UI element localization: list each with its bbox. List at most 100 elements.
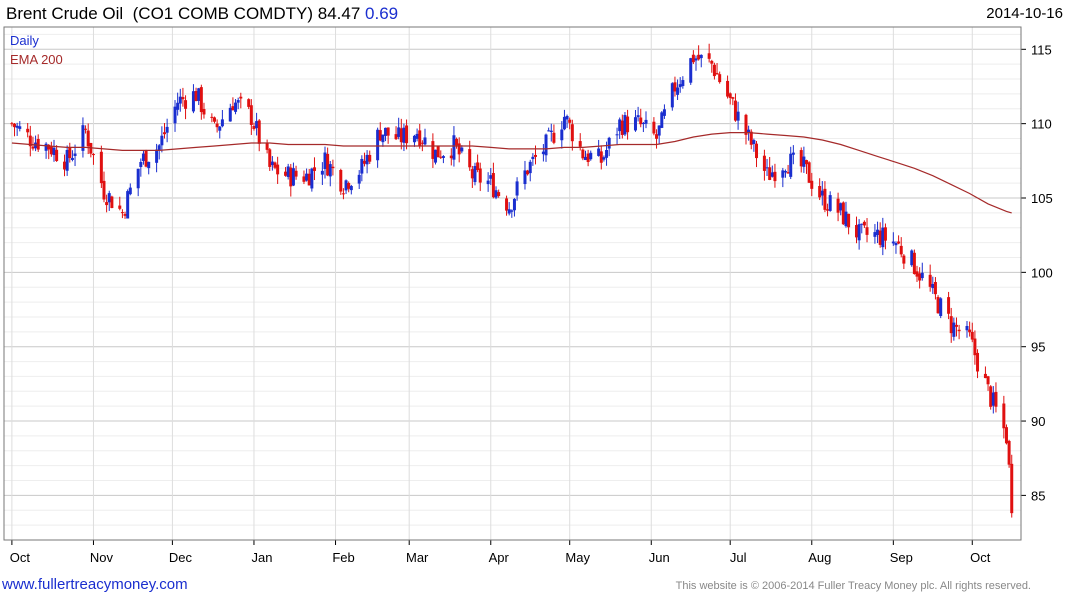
candle-body: [276, 164, 280, 175]
candle-body: [268, 149, 272, 167]
candle-body: [418, 130, 422, 147]
candle-body: [583, 156, 587, 161]
candle-body: [623, 115, 627, 135]
candle-body: [912, 252, 916, 274]
candle-body: [823, 188, 827, 210]
candle-body: [505, 198, 509, 211]
candle-body: [52, 147, 56, 156]
candle-body: [105, 202, 109, 206]
x-tick-label: Jun: [649, 550, 670, 565]
candle-body: [891, 241, 895, 244]
candle-body: [589, 152, 593, 160]
candle-body: [218, 126, 222, 131]
candle-body: [328, 164, 332, 177]
candle-body: [728, 93, 732, 98]
candle-body: [376, 129, 380, 161]
candle-body: [420, 142, 424, 144]
candle-body: [173, 106, 177, 124]
candle-body: [507, 209, 511, 214]
candle-body: [347, 182, 351, 189]
candle-body: [878, 230, 882, 245]
candle-body: [673, 82, 677, 92]
candle-body: [607, 137, 611, 149]
title-change: 0.69: [365, 4, 399, 23]
candle-body: [331, 166, 335, 169]
candle-body: [436, 146, 440, 158]
candle-body: [26, 128, 30, 133]
candle-body: [431, 141, 435, 159]
candle-body: [202, 109, 206, 115]
candle-body: [323, 152, 327, 170]
candle-body: [707, 53, 711, 59]
candle-body: [15, 125, 19, 128]
legend-daily: Daily: [10, 33, 39, 48]
candle-body: [970, 331, 974, 340]
candle-body: [1002, 403, 1006, 429]
candle-body: [991, 392, 995, 406]
candle-body: [710, 60, 714, 64]
candle-body: [252, 126, 256, 129]
candle-body: [120, 212, 124, 214]
candle-body: [70, 157, 74, 160]
candle-body: [836, 198, 840, 213]
candle-body: [386, 127, 390, 136]
candle-body: [873, 232, 877, 237]
y-tick-label: 105: [1031, 191, 1053, 206]
candle-body: [399, 128, 403, 143]
candle-body: [731, 97, 735, 99]
candle-body: [384, 127, 388, 136]
candle-body: [936, 297, 940, 314]
candle-body: [381, 134, 385, 143]
candle-body: [478, 168, 482, 183]
candle-body: [47, 144, 51, 150]
candle-body: [176, 102, 180, 110]
candle-body: [989, 386, 993, 407]
candle-body: [828, 195, 832, 211]
candle-body: [1004, 427, 1008, 444]
legend-ema: EMA 200: [10, 52, 63, 67]
candle-body: [107, 193, 111, 203]
candle-body: [144, 150, 148, 167]
candle-body: [552, 132, 556, 143]
candle-body: [694, 58, 698, 61]
candle-body: [73, 153, 77, 156]
candle-body: [86, 130, 90, 147]
candle-body: [783, 171, 787, 173]
candle-body: [773, 171, 777, 182]
candle-body: [847, 213, 851, 228]
candle-body: [270, 161, 274, 166]
y-tick-label: 110: [1031, 117, 1052, 132]
candle-body: [155, 149, 159, 163]
candle-body: [781, 170, 785, 178]
candle-body: [291, 168, 295, 186]
candle-body: [786, 172, 790, 174]
candle-body: [394, 134, 398, 140]
candle-body: [128, 187, 132, 195]
candle-body: [562, 116, 566, 130]
candle-body: [13, 123, 17, 128]
candle-body: [441, 156, 445, 158]
candle-body: [212, 117, 216, 122]
candle-body: [965, 326, 969, 331]
candle-body: [915, 271, 919, 277]
candle-body: [599, 151, 603, 163]
x-tick-label: Sep: [890, 550, 913, 565]
candle-body: [618, 119, 622, 132]
y-tick-label: 90: [1031, 414, 1045, 429]
footer-link[interactable]: www.fullertreacymoney.com: [2, 576, 188, 593]
candle-body: [807, 162, 811, 183]
candle-body: [136, 168, 140, 189]
candle-body: [378, 130, 382, 141]
candle-body: [820, 190, 824, 196]
candle-body: [473, 166, 477, 183]
x-tick-label: May: [565, 550, 590, 565]
candle-body: [197, 88, 201, 101]
candle-body: [952, 322, 956, 337]
candle-body: [533, 154, 537, 157]
candle-body: [368, 154, 372, 162]
candle-body: [749, 131, 753, 145]
candle-body: [18, 126, 22, 129]
candle-body: [257, 120, 261, 144]
candle-body: [10, 123, 14, 125]
ema200-line: [11, 132, 1012, 214]
